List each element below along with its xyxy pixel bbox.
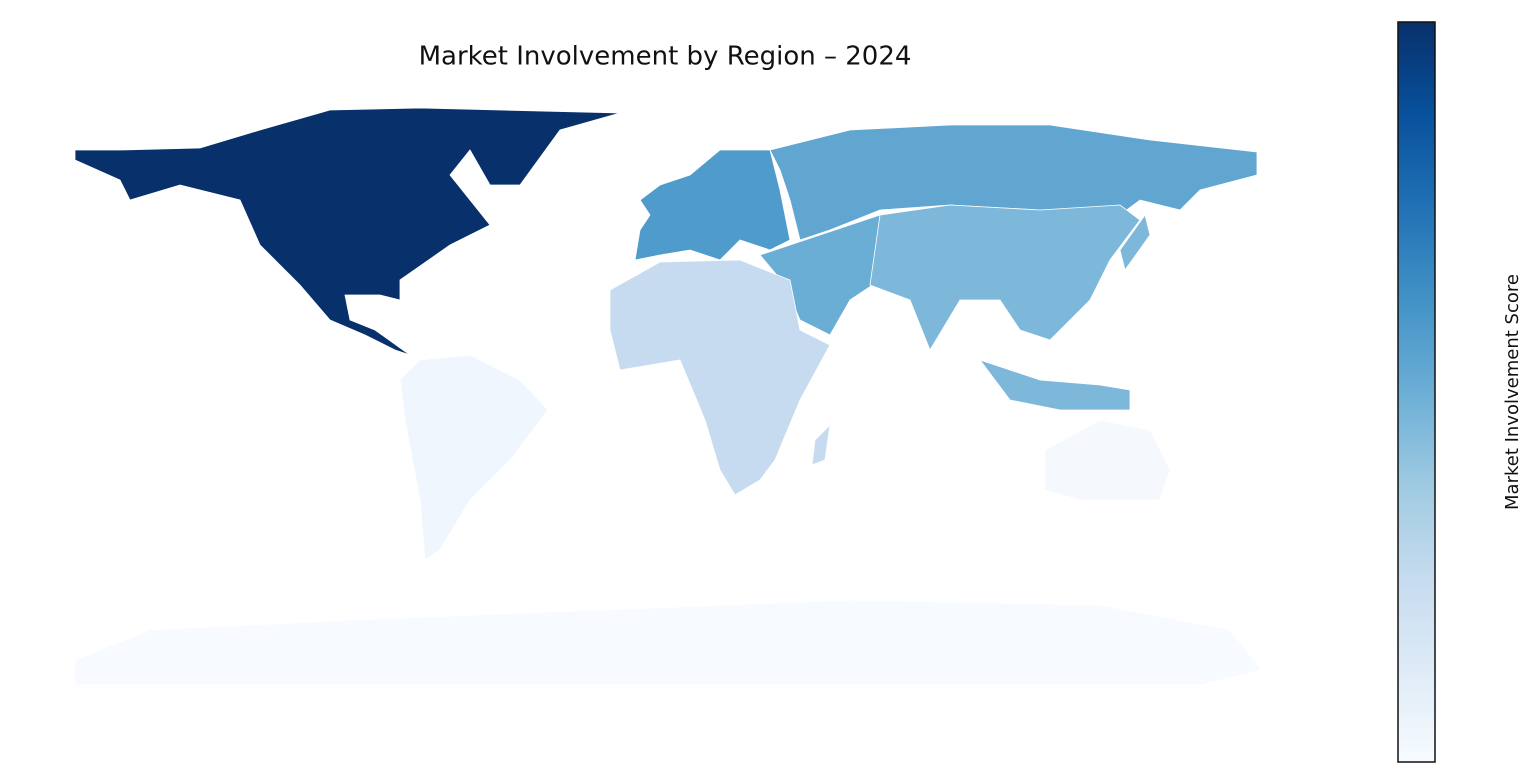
africa <box>609 259 831 496</box>
madagascar <box>811 423 831 466</box>
australia <box>1044 419 1171 501</box>
colorbar-label: Market Involvement Score <box>1502 274 1523 510</box>
south-america <box>399 354 549 561</box>
europe <box>634 149 791 261</box>
asia <box>869 204 1141 351</box>
colorbar <box>1397 21 1436 763</box>
antarctica <box>74 599 1263 686</box>
japan <box>1119 214 1151 271</box>
southeast-asia <box>978 359 1131 411</box>
north-america <box>74 107 621 356</box>
russia <box>769 124 1258 241</box>
chart-title: Market Involvement by Region – 2024 <box>419 42 912 72</box>
map <box>74 107 1263 686</box>
